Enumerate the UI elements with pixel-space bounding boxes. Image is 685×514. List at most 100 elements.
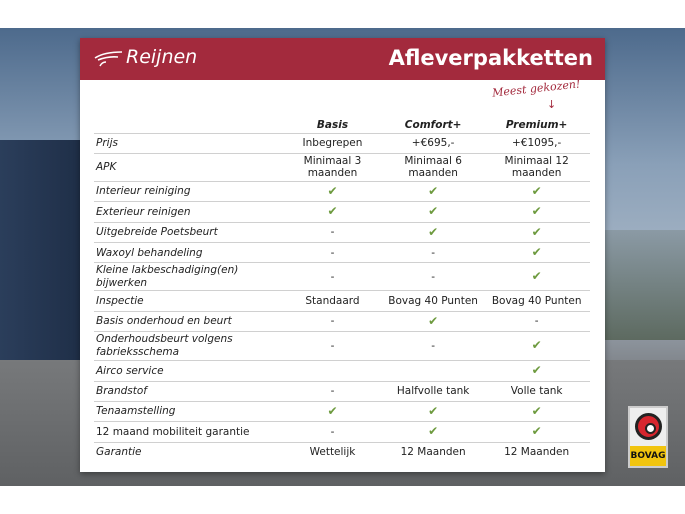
check-icon: ✔ <box>428 424 439 439</box>
cell-value: Volle tank <box>483 381 590 403</box>
check-icon: ✔ <box>483 360 590 382</box>
check-icon: ✔ <box>282 401 383 423</box>
page-title: Afleverpakketten <box>388 46 593 70</box>
cell-value: - <box>483 311 590 333</box>
table-row: Exterieur reinigen ✔ ✔ ✔ <box>94 201 590 223</box>
package-card: Reijnen Afleverpakketten Meest gekozen! … <box>80 38 605 472</box>
table-row: Tenaamstelling ✔ ✔ ✔ <box>94 401 590 423</box>
brand-name: Reijnen <box>126 46 198 68</box>
cell-value: - <box>382 262 484 292</box>
check-icon: ✔ <box>483 201 590 223</box>
row-label: Interieur reiniging <box>94 181 282 203</box>
card-header: Reijnen Afleverpakketten <box>80 38 605 80</box>
check-icon: ✔ <box>382 201 484 223</box>
table-row: Inspectie Standaard Bovag 40 Punten Bovag 4… <box>94 290 590 312</box>
check-icon: ✔ <box>327 204 338 219</box>
check-icon: ✔ <box>282 201 383 223</box>
table-row: Brandstof - Halfvolle tank Volle tank <box>94 381 590 403</box>
cell-value: 12 Maanden <box>504 446 570 459</box>
check-icon: ✔ <box>428 313 439 328</box>
cell-value: Bovag 40 Punten <box>382 290 484 312</box>
row-label: Exterieur reinigen <box>94 201 282 223</box>
row-label: Uitgebreide Poetsbeurt <box>94 222 282 244</box>
cell-value: - <box>282 242 383 264</box>
table-row: Basis onderhoud en beurt - ✔ - <box>94 311 590 333</box>
arrow-down-icon: ↓ <box>547 98 557 111</box>
check-icon: ✔ <box>428 183 439 198</box>
check-icon: ✔ <box>483 331 590 362</box>
check-icon: ✔ <box>428 403 439 418</box>
cell-value: - <box>282 222 383 244</box>
check-icon: ✔ <box>483 262 590 292</box>
check-icon: ✔ <box>483 421 590 443</box>
row-label: Kleine lakbeschadiging(en) bijwerken <box>94 262 282 292</box>
check-icon: ✔ <box>531 424 542 439</box>
check-icon: ✔ <box>483 242 590 264</box>
row-label: Garantie <box>96 446 142 459</box>
cell-value: - <box>382 331 484 362</box>
table-row: APK Minimaal 3 maanden Minimaal 6 maanden M… <box>94 153 590 182</box>
cell-value: Standaard <box>282 290 383 312</box>
cell-value: +€695,- <box>382 133 484 154</box>
car-swoosh-icon <box>94 51 123 67</box>
check-icon: ✔ <box>428 224 439 239</box>
check-icon: ✔ <box>531 403 542 418</box>
cell-value <box>282 360 383 382</box>
package-table: Basis Comfort+ Premium+ Prijs Inbegrepen +… <box>94 116 590 463</box>
background-building <box>0 140 80 365</box>
table-row: Kleine lakbeschadiging(en) bijwerken - - ✔ <box>94 262 590 292</box>
column-basis: Basis <box>282 116 383 134</box>
row-label: Inspectie <box>94 290 282 312</box>
check-icon: ✔ <box>531 183 542 198</box>
check-icon: ✔ <box>382 421 484 443</box>
row-label: Airco service <box>94 360 282 382</box>
column-comfort: Comfort+ <box>382 116 484 134</box>
table-row: Waxoyl behandeling - - ✔ <box>94 242 590 264</box>
row-label: Basis onderhoud en beurt <box>94 311 282 333</box>
column-premium: Premium+ <box>483 116 590 134</box>
background-trees <box>605 230 685 340</box>
table-row: Airco service ✔ <box>94 360 590 382</box>
table-row: 12 maand mobiliteit garantie - ✔ ✔ <box>94 421 590 443</box>
cell-value: - <box>382 242 484 264</box>
check-icon: ✔ <box>531 245 542 259</box>
cell-value <box>382 360 484 382</box>
reijnen-logo: Reijnen <box>94 46 197 68</box>
row-label: Tenaamstelling <box>94 401 282 423</box>
row-label: Waxoyl behandeling <box>94 242 282 264</box>
check-icon: ✔ <box>531 363 542 378</box>
table-row: Uitgebreide Poetsbeurt - ✔ ✔ <box>94 222 590 244</box>
check-icon: ✔ <box>327 183 338 198</box>
check-icon: ✔ <box>483 401 590 423</box>
check-icon: ✔ <box>382 401 484 423</box>
bovag-logo: BOVAG <box>628 406 668 468</box>
cell-value: - <box>282 421 383 443</box>
check-icon: ✔ <box>531 269 542 284</box>
row-label: APK <box>94 153 282 182</box>
check-icon: ✔ <box>382 181 484 203</box>
check-icon: ✔ <box>483 181 590 203</box>
table-row: Onderhoudsbeurt volgens fabrieksschema - -… <box>94 331 590 362</box>
check-icon: ✔ <box>428 204 439 219</box>
check-icon: ✔ <box>382 311 484 333</box>
check-icon: ✔ <box>483 222 590 244</box>
cell-value: - <box>282 331 383 362</box>
cell-value: 12 Maanden <box>400 446 466 459</box>
table-row: Garantie Wettelijk 12 Maanden 12 Maanden <box>94 442 590 462</box>
check-icon: ✔ <box>531 338 542 353</box>
most-chosen-note: Meest gekozen! <box>491 77 581 100</box>
cell-value: Minimaal 3 maanden <box>282 153 383 182</box>
cell-value: Wettelijk <box>309 446 356 459</box>
row-label: 12 maand mobiliteit garantie <box>94 421 282 443</box>
check-icon: ✔ <box>531 204 542 219</box>
table-header-row: Basis Comfort+ Premium+ <box>94 116 590 134</box>
table-row: Interieur reiniging ✔ ✔ ✔ <box>94 181 590 203</box>
cell-value: Minimaal 12 maanden <box>483 153 590 182</box>
cell-value: Minimaal 6 maanden <box>382 153 484 182</box>
row-label: Prijs <box>94 133 282 154</box>
cell-value: - <box>282 381 383 403</box>
row-label: Brandstof <box>94 381 282 403</box>
cell-value: Halfvolle tank <box>382 381 484 403</box>
check-icon: ✔ <box>382 222 484 244</box>
cell-value: +€1095,- <box>483 133 590 154</box>
